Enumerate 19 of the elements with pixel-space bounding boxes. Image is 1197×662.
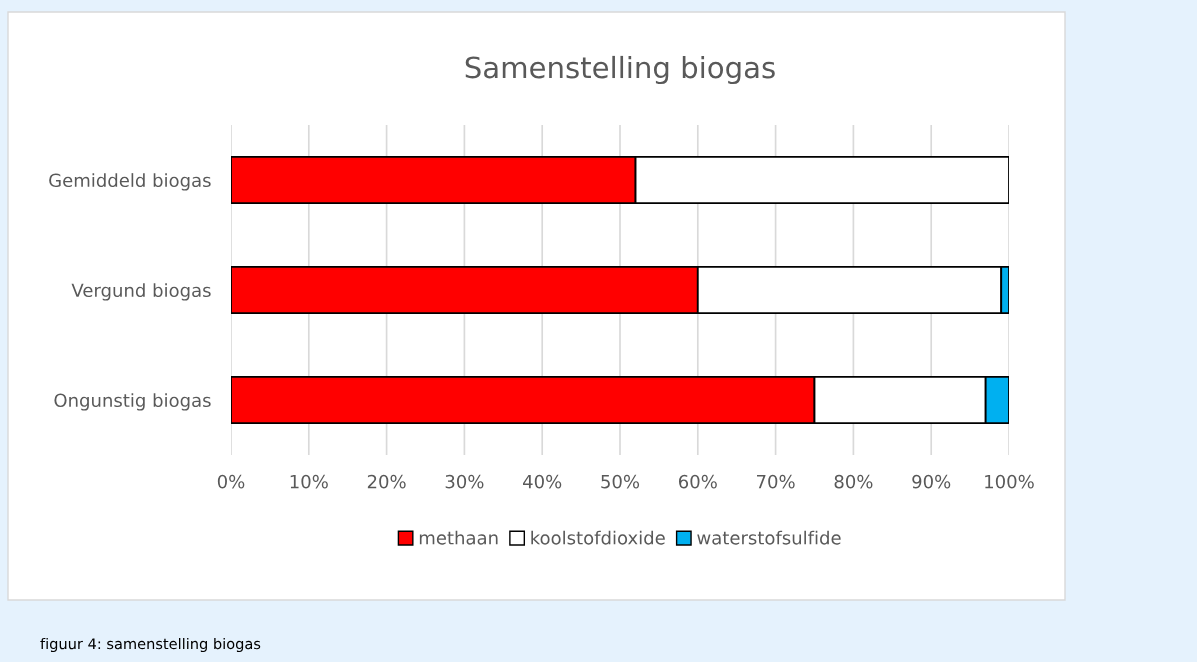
y-tick-label: Vergund biogas: [71, 283, 211, 301]
y-tick-label: Ongunstig biogas: [54, 393, 211, 411]
x-tick-label: 30%: [445, 474, 484, 489]
legend-label: waterstofsulfide: [697, 530, 841, 545]
x-tick-label: 60%: [679, 474, 717, 489]
y-tick-label: Gemiddeld biogas: [49, 173, 211, 191]
x-tick-label: 100%: [985, 474, 1034, 489]
x-tick-label: 0%: [217, 474, 245, 489]
x-tick-label: 90%: [912, 474, 951, 489]
chart-title: Samenstelling biogas: [465, 55, 775, 85]
x-tick-label: 10%: [290, 474, 328, 489]
x-tick-label: 40%: [523, 474, 562, 489]
x-tick-label: 50%: [601, 474, 640, 489]
text: figuur 4: samenstelling biogas: [40, 637, 261, 653]
legend-label: methaan: [419, 530, 498, 545]
legend-label: koolstofdioxide: [531, 530, 665, 545]
x-tick-label: 20%: [367, 474, 406, 489]
x-tick-label: 70%: [757, 474, 795, 489]
x-tick-label: 80%: [834, 474, 873, 489]
